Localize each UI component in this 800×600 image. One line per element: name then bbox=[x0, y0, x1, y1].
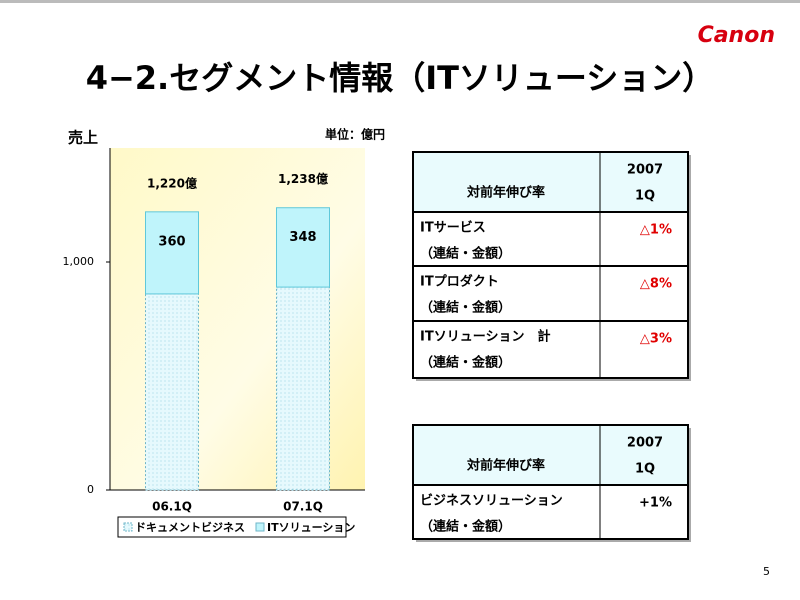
row-label: ITサービス bbox=[420, 220, 486, 236]
y-tick-label: 0 bbox=[87, 483, 94, 496]
row-value: △1% bbox=[640, 223, 672, 238]
header-period: 2007 bbox=[627, 163, 663, 178]
table-header bbox=[414, 426, 687, 485]
header-period: 1Q bbox=[635, 189, 655, 204]
slide-title: 4−2.セグメント情報（ITソリューション） bbox=[86, 59, 715, 97]
row-label: （連結・金額） bbox=[420, 300, 511, 316]
header-label: 対前年伸び率 bbox=[466, 185, 545, 201]
top-rule bbox=[0, 0, 800, 3]
page-number: 5 bbox=[763, 565, 770, 578]
y-tick-label: 1,000 bbox=[63, 255, 95, 268]
data-label: 360 bbox=[158, 234, 185, 249]
logo: Canon bbox=[698, 23, 775, 48]
total-label: 1,220億 bbox=[147, 175, 197, 190]
bar-segment bbox=[276, 286, 330, 491]
row-value: △8% bbox=[640, 277, 672, 292]
data-label: 348 bbox=[289, 230, 316, 245]
row-label: （連結・金額） bbox=[420, 355, 511, 371]
row-value: △3% bbox=[640, 332, 672, 347]
bar-segment bbox=[276, 207, 330, 288]
row-label: ITプロダクト bbox=[420, 274, 499, 290]
unit-label: 単位：億円 bbox=[325, 127, 385, 142]
total-label: 1,238億 bbox=[278, 171, 328, 186]
row-label: ビジネスソリューション bbox=[420, 493, 563, 509]
legend-swatch bbox=[255, 522, 265, 532]
header-period: 1Q bbox=[635, 462, 655, 477]
legend-label: ITソリューション bbox=[267, 521, 355, 534]
row-value: +1% bbox=[639, 496, 672, 511]
legend-swatch bbox=[123, 522, 133, 532]
header-period: 2007 bbox=[627, 436, 663, 451]
bar-segment bbox=[145, 211, 199, 295]
legend bbox=[117, 516, 347, 538]
row-label: ITソリューション 計 bbox=[420, 329, 550, 345]
bar-segment bbox=[145, 293, 199, 491]
legend-label: ドキュメントビジネス bbox=[135, 520, 245, 534]
table-header bbox=[414, 153, 687, 212]
x-tick-label: 06.1Q bbox=[152, 500, 192, 514]
row-label: （連結・金額） bbox=[420, 519, 511, 535]
x-tick-label: 07.1Q bbox=[283, 500, 323, 514]
row-label: （連結・金額） bbox=[420, 246, 511, 262]
header-label: 対前年伸び率 bbox=[466, 458, 545, 474]
y-axis-label: 売上 bbox=[68, 129, 98, 147]
